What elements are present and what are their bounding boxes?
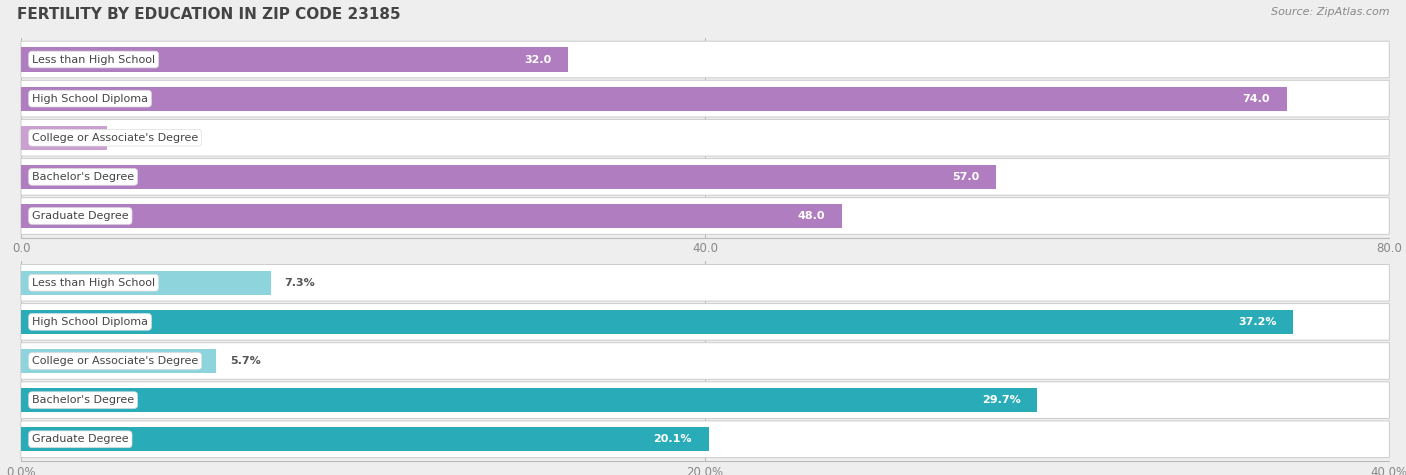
Bar — [21, 204, 842, 228]
Text: 57.0: 57.0 — [952, 172, 980, 182]
FancyBboxPatch shape — [21, 304, 1389, 340]
Bar — [21, 349, 217, 373]
Bar — [21, 388, 1036, 412]
Text: High School Diploma: High School Diploma — [32, 94, 148, 104]
FancyBboxPatch shape — [21, 265, 1389, 301]
Text: 5.7%: 5.7% — [229, 356, 260, 366]
Text: Less than High School: Less than High School — [32, 278, 155, 288]
FancyBboxPatch shape — [21, 198, 1389, 234]
Bar — [21, 427, 709, 451]
Text: 20.1%: 20.1% — [654, 434, 692, 444]
Text: 5.0: 5.0 — [121, 133, 139, 143]
Text: Source: ZipAtlas.com: Source: ZipAtlas.com — [1271, 7, 1389, 17]
Text: 7.3%: 7.3% — [284, 278, 315, 288]
Text: Graduate Degree: Graduate Degree — [32, 211, 129, 221]
FancyBboxPatch shape — [21, 41, 1389, 78]
Text: 74.0: 74.0 — [1243, 94, 1270, 104]
Text: 29.7%: 29.7% — [981, 395, 1021, 405]
Text: Graduate Degree: Graduate Degree — [32, 434, 129, 444]
Bar — [21, 271, 271, 295]
Bar — [21, 165, 995, 189]
FancyBboxPatch shape — [21, 80, 1389, 117]
Text: 48.0: 48.0 — [799, 211, 825, 221]
Bar — [21, 125, 107, 150]
FancyBboxPatch shape — [21, 342, 1389, 380]
Text: FERTILITY BY EDUCATION IN ZIP CODE 23185: FERTILITY BY EDUCATION IN ZIP CODE 23185 — [17, 7, 401, 22]
Text: College or Associate's Degree: College or Associate's Degree — [32, 356, 198, 366]
Text: High School Diploma: High School Diploma — [32, 317, 148, 327]
Text: 37.2%: 37.2% — [1239, 317, 1277, 327]
Text: 32.0: 32.0 — [524, 55, 553, 65]
FancyBboxPatch shape — [21, 159, 1389, 195]
Text: Bachelor's Degree: Bachelor's Degree — [32, 395, 134, 405]
Text: College or Associate's Degree: College or Associate's Degree — [32, 133, 198, 143]
Text: Less than High School: Less than High School — [32, 55, 155, 65]
Bar — [21, 86, 1286, 111]
FancyBboxPatch shape — [21, 119, 1389, 156]
FancyBboxPatch shape — [21, 421, 1389, 457]
FancyBboxPatch shape — [21, 382, 1389, 418]
Bar — [21, 310, 1294, 334]
Bar — [21, 48, 568, 72]
Text: Bachelor's Degree: Bachelor's Degree — [32, 172, 134, 182]
